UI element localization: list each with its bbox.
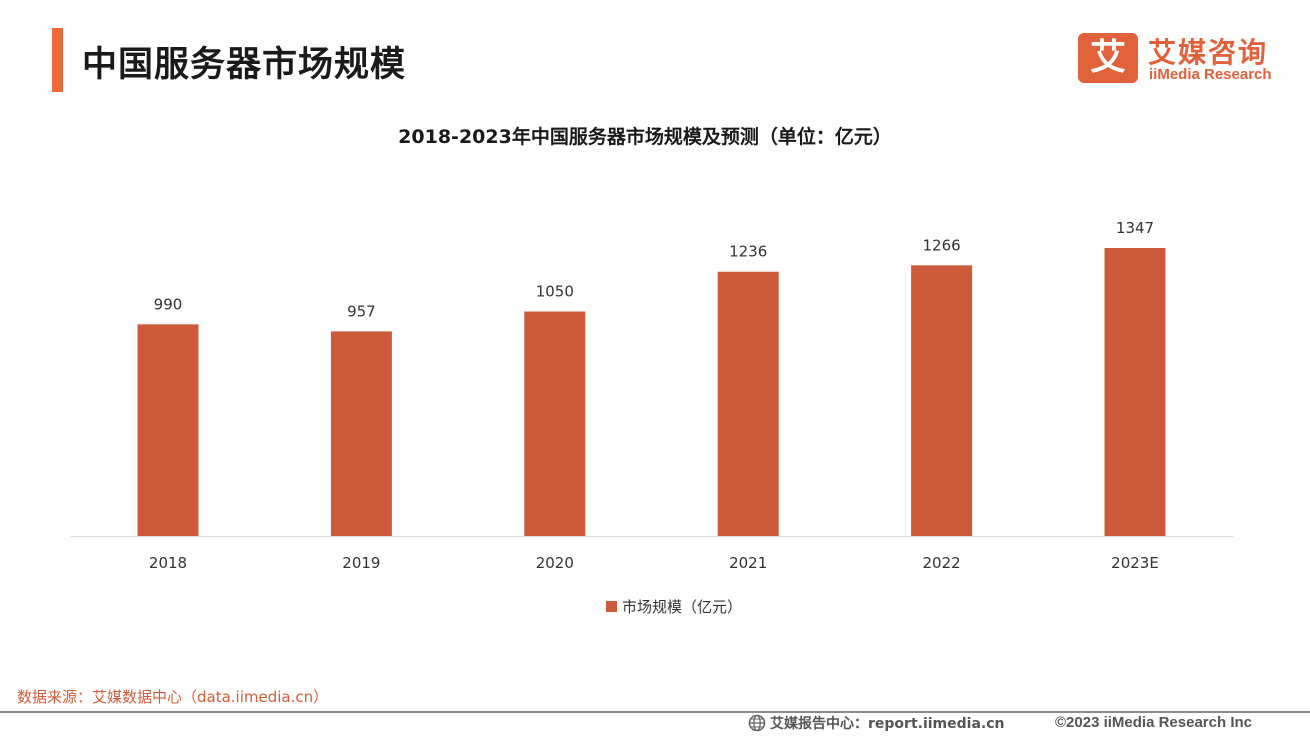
title-accent-bar: [52, 28, 63, 92]
logo-english-name: iiMedia Research: [1149, 66, 1272, 83]
x-tick-label: 2019: [342, 554, 380, 572]
footer-divider: [0, 711, 1310, 713]
bar: [717, 271, 779, 536]
data-label: 1347: [1116, 219, 1154, 237]
chart-title: 2018-2023年中国服务器市场规模及预测（单位：亿元）: [398, 126, 892, 148]
data-source: 数据来源：艾媒数据中心（data.iimedia.cn）: [17, 688, 329, 706]
bar: [1104, 248, 1166, 536]
logo-chinese-name: 艾媒咨询: [1148, 36, 1269, 69]
footer-report: 艾媒报告中心：report.iimedia.cn: [748, 714, 1005, 732]
x-tick-label: 2020: [536, 554, 574, 572]
iimedia-logo: 艾 艾媒咨询 iiMedia Research: [1078, 33, 1293, 85]
copyright: ©2023 iiMedia Research Inc: [1055, 714, 1252, 731]
x-tick-label: 2018: [149, 554, 187, 572]
x-tick-label: 2021: [729, 554, 767, 572]
data-label: 1266: [923, 236, 961, 254]
legend-swatch: [606, 600, 617, 612]
bar: [330, 331, 392, 536]
legend: 市场规模（亿元）: [606, 596, 742, 616]
logo-mark: 艾: [1078, 33, 1138, 83]
report-center-link[interactable]: 艾媒报告中心：report.iimedia.cn: [770, 716, 1005, 732]
bar: [137, 324, 199, 536]
data-label: 990: [154, 295, 183, 313]
x-tick-label: 2022: [923, 554, 961, 572]
data-label: 1236: [729, 243, 767, 261]
globe-icon: [748, 714, 766, 732]
data-label: 957: [347, 302, 376, 320]
bar: [911, 265, 973, 536]
bar: [524, 311, 586, 536]
page-title: 中国服务器市场规模: [82, 45, 407, 85]
logo-mark-glyph: 艾: [1089, 37, 1126, 78]
data-label: 1050: [536, 283, 574, 301]
legend-label: 市场规模（亿元）: [622, 597, 743, 616]
x-tick-label: 2023E: [1111, 554, 1159, 572]
